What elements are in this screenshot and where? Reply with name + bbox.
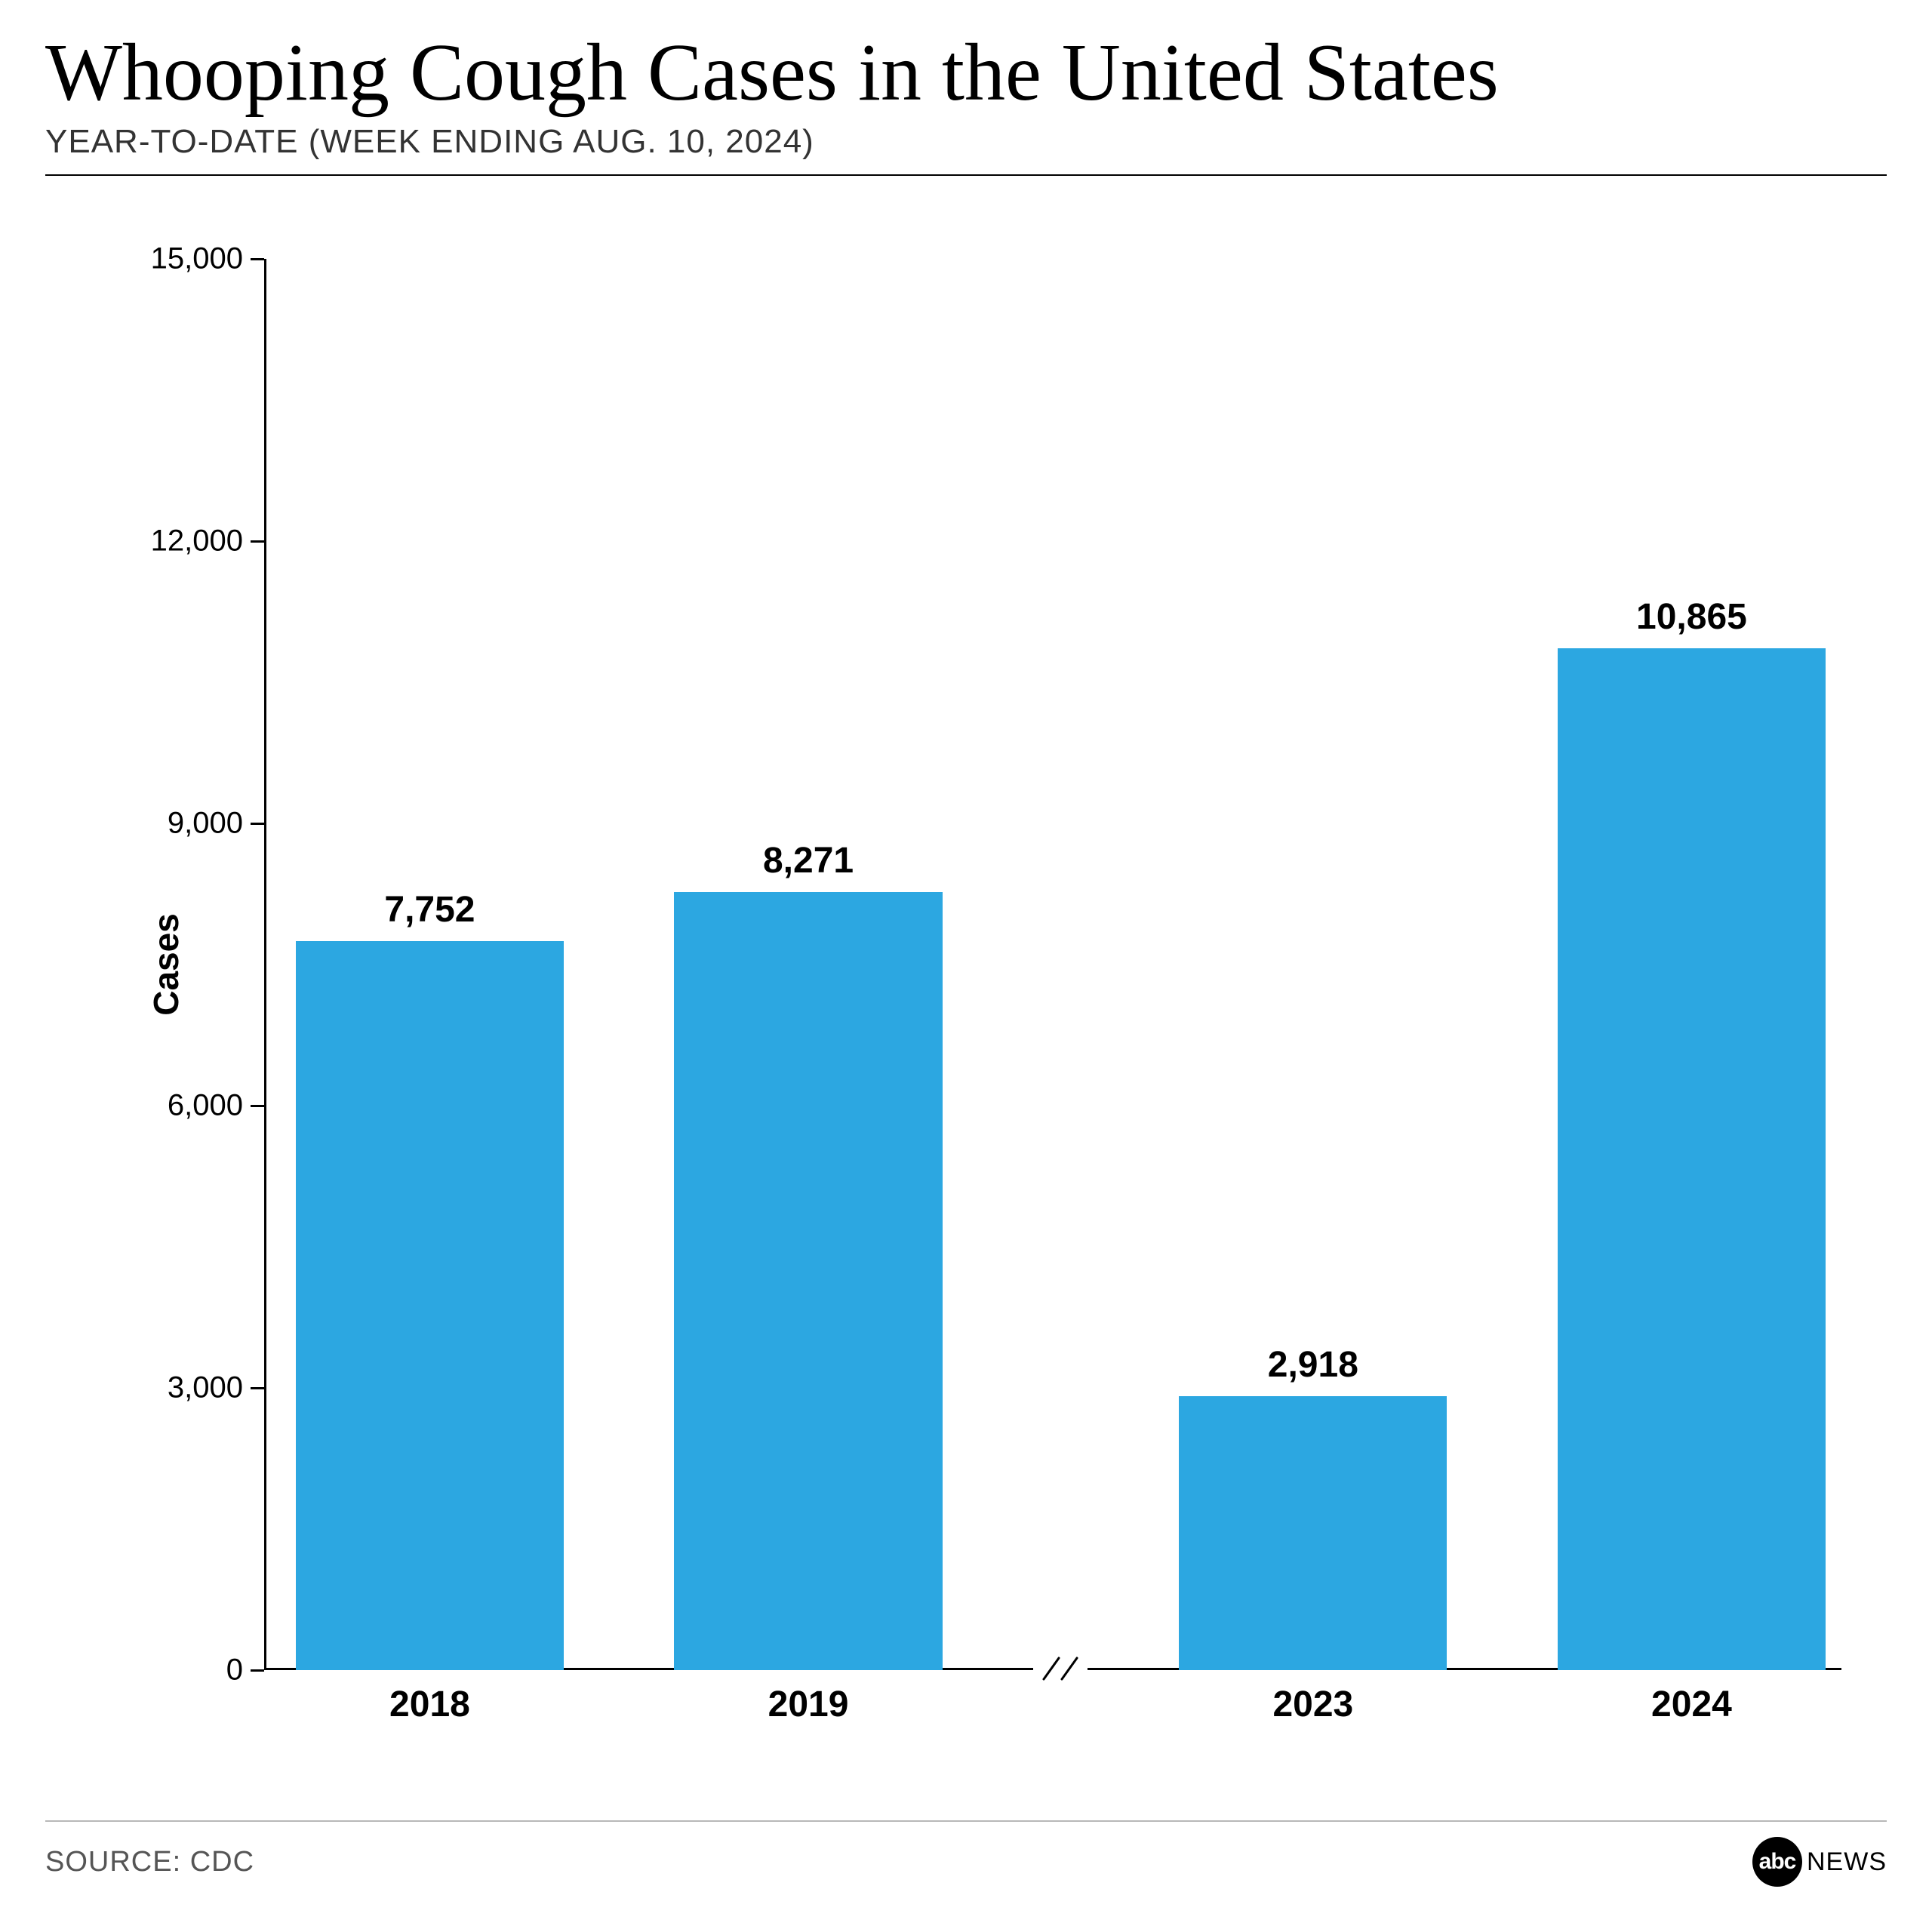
bar-value-label: 7,752	[296, 889, 564, 941]
y-axis-title: Cases	[146, 914, 186, 1017]
bar: 8,271	[674, 892, 942, 1670]
y-tick-label: 9,000	[168, 807, 264, 841]
page: Whooping Cough Cases in the United State…	[0, 0, 1932, 1932]
x-tick-label: 2019	[768, 1670, 849, 1725]
chart-subtitle: YEAR-TO-DATE (WEEK ENDING AUG. 10, 2024)	[45, 123, 1887, 161]
chart-title: Whooping Cough Cases in the United State…	[45, 30, 1887, 115]
x-tick-label: 2023	[1272, 1670, 1353, 1725]
axis-break-icon	[1033, 1654, 1088, 1684]
y-tick-label: 6,000	[168, 1089, 264, 1123]
y-tick-label: 15,000	[151, 242, 264, 276]
bar-value-label: 2,918	[1179, 1344, 1447, 1396]
bar: 7,752	[296, 941, 564, 1670]
y-tick-label: 0	[226, 1654, 264, 1687]
x-tick-label: 2024	[1651, 1670, 1732, 1725]
x-tick-label: 2018	[389, 1670, 470, 1725]
y-tick-label: 12,000	[151, 525, 264, 558]
source-text: SOURCE: CDC	[45, 1846, 254, 1878]
logo-word: NEWS	[1807, 1847, 1887, 1877]
footer: SOURCE: CDC abc NEWS	[45, 1820, 1887, 1887]
bar-value-label: 8,271	[674, 840, 942, 892]
logo-disc: abc	[1752, 1837, 1802, 1887]
y-tick-label: 3,000	[168, 1371, 264, 1405]
chart: Cases 03,0006,0009,00012,00015,0007,7522…	[136, 259, 1857, 1738]
y-axis-line	[264, 259, 266, 1670]
footer-row: SOURCE: CDC abc NEWS	[45, 1837, 1887, 1887]
header-rule	[45, 174, 1887, 176]
plot-area: Cases 03,0006,0009,00012,00015,0007,7522…	[264, 259, 1841, 1670]
bar-value-label: 10,865	[1558, 596, 1826, 648]
bar: 2,918	[1179, 1396, 1447, 1671]
bar: 10,865	[1558, 648, 1826, 1671]
footer-rule	[45, 1820, 1887, 1822]
network-logo: abc NEWS	[1752, 1837, 1887, 1887]
